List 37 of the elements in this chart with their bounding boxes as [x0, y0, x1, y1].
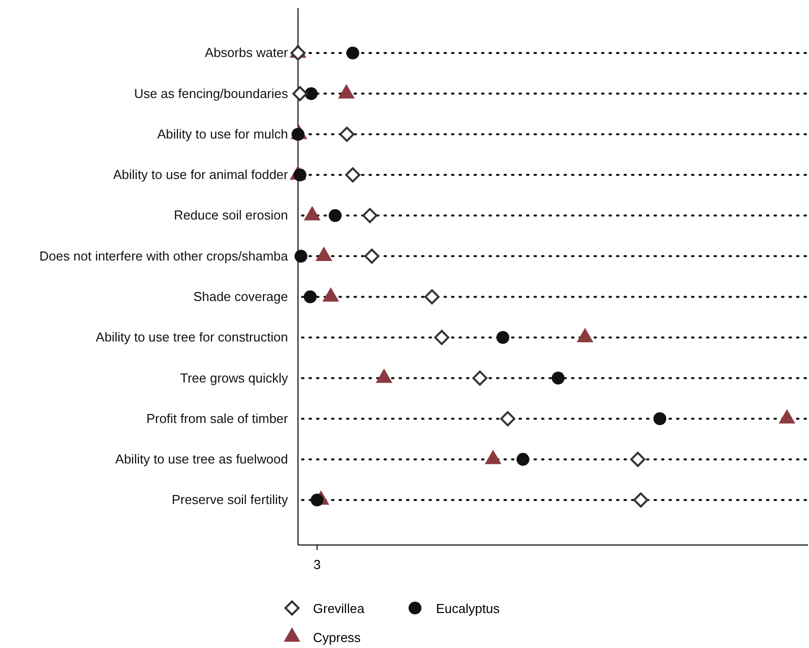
point — [472, 370, 488, 386]
y-tick-label: Use as fencing/boundaries — [134, 86, 288, 101]
point — [424, 289, 440, 304]
legend-label: Grevillea — [313, 601, 366, 616]
annotation: 3 — [313, 557, 321, 572]
point — [292, 86, 308, 102]
point — [328, 209, 342, 222]
y-tick-label: Ability to use tree as fuelwood — [115, 452, 288, 467]
point — [290, 45, 306, 61]
point — [552, 372, 565, 385]
y-tick-label: Does not interfere with other crops/shamba — [39, 248, 289, 264]
y-tick-label: Shade coverage — [193, 288, 288, 304]
y-tick-label: Ability to use for mulch — [157, 126, 288, 142]
point — [339, 126, 354, 142]
point — [362, 208, 378, 224]
y-tick-label: Profit from sale of timber — [146, 410, 289, 426]
point — [500, 411, 516, 426]
point — [496, 331, 510, 344]
point — [294, 250, 308, 263]
point — [434, 330, 450, 346]
point — [345, 167, 360, 182]
y-tick-label: Tree grows quickly — [180, 370, 288, 386]
y-tick-label: Ability to use for animal fodder — [113, 167, 289, 182]
point — [346, 46, 360, 60]
y-tick-label: Ability to use tree for construction — [96, 330, 288, 345]
y-tick-label: Absorbs water — [204, 45, 289, 60]
point — [630, 452, 646, 467]
point — [653, 412, 666, 426]
point — [304, 290, 317, 304]
point — [516, 452, 530, 466]
legend-label: Cypress — [313, 630, 362, 645]
point — [633, 492, 648, 508]
point — [364, 248, 380, 264]
y-tick-label: Reduce soil erosion — [174, 208, 288, 223]
legend-label: Eucalyptus — [436, 601, 500, 616]
point — [304, 87, 318, 100]
y-tick-label: Preserve soil fertility — [172, 492, 288, 508]
